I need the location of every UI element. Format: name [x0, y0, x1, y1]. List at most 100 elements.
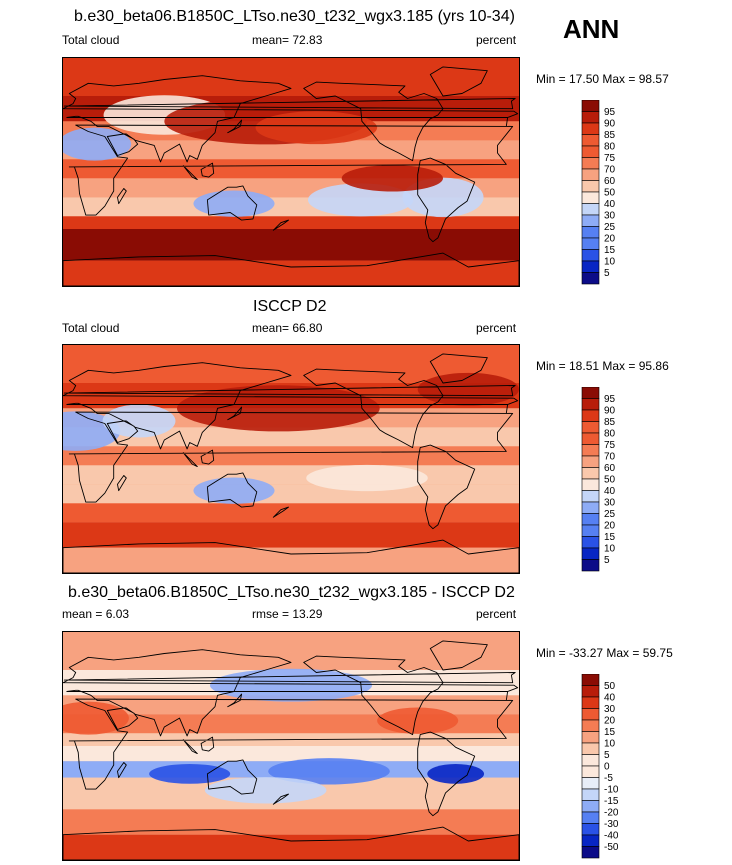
colorbar-tick-label: 10: [604, 257, 616, 268]
colorbar-box: [581, 122, 600, 135]
cloud-anomaly-blob: [268, 758, 390, 785]
colorbar-tick-label: 40: [604, 199, 616, 210]
cloud-anomaly-blob: [149, 763, 231, 784]
panel-2-map: [62, 344, 520, 574]
colorbar-box: [581, 547, 600, 560]
cloud-band: [63, 484, 519, 504]
panel-2-units: percent: [476, 321, 517, 335]
colorbar-box: [581, 846, 600, 859]
colorbar-tick-label: 15: [604, 532, 616, 543]
colorbar-tick-label: 20: [604, 234, 616, 245]
colorbar-box: [581, 249, 600, 262]
colorbar-tick-label: 5: [604, 268, 610, 279]
colorbar-box: [581, 237, 600, 250]
colorbar-tick-label: 20: [604, 716, 616, 727]
colorbar-box: [581, 490, 600, 503]
colorbar-tick-label: 10: [604, 739, 616, 750]
cloud-anomaly-blob: [193, 190, 275, 217]
colorbar-box: [581, 834, 600, 847]
colorbar-tick-label: 50: [604, 681, 616, 692]
colorbar-box: [581, 478, 600, 491]
colorbar-box: [581, 823, 600, 836]
colorbar-box: [581, 455, 600, 468]
colorbar-tick-label: 75: [604, 153, 616, 164]
colorbar-tick-label: 50: [604, 188, 616, 199]
panel-3-map: [62, 631, 520, 861]
coastline: [63, 640, 519, 860]
cloud-anomaly-blob: [306, 464, 428, 492]
colorbar-box: [581, 754, 600, 767]
colorbar-box: [581, 731, 600, 744]
cloud-band: [63, 446, 519, 466]
colorbar-tick-label: 20: [604, 521, 616, 532]
colorbar-tick-label: 25: [604, 509, 616, 520]
cloud-anomaly-blob: [427, 763, 485, 784]
panel-3-rmse: rmse = 13.29: [252, 607, 323, 621]
colorbar-box: [581, 260, 600, 273]
colorbar-tick-label: 90: [604, 119, 616, 130]
panel-1-map-canvas: [63, 58, 519, 286]
colorbar-tick-label: 50: [604, 475, 616, 486]
colorbar-tick-label: 15: [604, 245, 616, 256]
cloud-anomaly-blob: [341, 165, 444, 192]
panel-2-title: ISCCP D2: [253, 298, 327, 315]
colorbar-tick-label: 30: [604, 211, 616, 222]
colorbar-box: [581, 272, 600, 285]
cloud-anomaly-blob: [193, 477, 275, 504]
colorbar-box: [581, 168, 600, 181]
panel-2-minmax: Min = 18.51 Max = 95.86: [536, 359, 669, 373]
panel-1-minmax: Min = 17.50 Max = 98.57: [536, 72, 669, 86]
cloud-band: [63, 503, 519, 523]
cloud-anomaly-blob: [417, 372, 519, 406]
panel-3-title: b.e30_beta06.B1850C_LTso.ne30_t232_wgx3.…: [68, 584, 515, 601]
panel-3-mean: mean = 6.03: [62, 607, 130, 621]
cloud-band: [63, 834, 519, 860]
panel-3-minmax: Min = -33.27 Max = 59.75: [536, 646, 673, 660]
colorbar-box: [581, 524, 600, 537]
colorbar-box: [581, 145, 600, 158]
cloud-anomaly-blob: [255, 111, 378, 145]
colorbar-tick-label: 85: [604, 417, 616, 428]
colorbar-tick-label: 25: [604, 222, 616, 233]
colorbar-tick-label: 60: [604, 463, 616, 474]
cloud-anomaly-blob: [209, 668, 373, 702]
colorbar-box: [581, 674, 600, 686]
colorbar-box: [581, 708, 600, 721]
cloud-band: [63, 522, 519, 548]
colorbar-box: [581, 696, 600, 709]
colorbar-box: [581, 421, 600, 434]
cloud-band: [63, 58, 519, 96]
colorbar-box: [581, 742, 600, 755]
colorbar-tick-label: 95: [604, 394, 616, 405]
cloud-band: [63, 216, 519, 229]
panel-3-map-canvas: [63, 632, 519, 860]
colorbar-box: [581, 811, 600, 824]
colorbar-tick-label: 30: [604, 704, 616, 715]
cloud-band: [63, 465, 519, 485]
colorbar-tick-label: 85: [604, 130, 616, 141]
colorbar-box: [581, 134, 600, 147]
colorbar-tick-label: 90: [604, 406, 616, 417]
colorbar-tick-label: 70: [604, 452, 616, 463]
colorbar-box: [581, 214, 600, 227]
colorbar-tick-label: 80: [604, 142, 616, 153]
colorbar-box: [581, 536, 600, 549]
colorbar-box: [581, 226, 600, 239]
colorbar-box: [581, 800, 600, 813]
cloud-anomaly-blob: [177, 385, 380, 432]
colorbar-tick-label: -5: [604, 773, 613, 784]
colorbar-box: [581, 559, 600, 572]
colorbar-box: [581, 432, 600, 445]
colorbar-tick-label: 5: [604, 555, 610, 566]
colorbar-box: [581, 398, 600, 411]
panel-1-mean: mean= 72.83: [252, 33, 323, 47]
cloud-band: [63, 547, 519, 573]
cloud-anomaly-blob: [102, 404, 176, 438]
season-label: ANN: [563, 14, 620, 44]
colorbar-tick-label: 70: [604, 165, 616, 176]
colorbar-tick-label: -15: [604, 796, 619, 807]
colorbar-tick-label: 95: [604, 107, 616, 118]
cloud-anomaly-blob: [307, 183, 414, 217]
